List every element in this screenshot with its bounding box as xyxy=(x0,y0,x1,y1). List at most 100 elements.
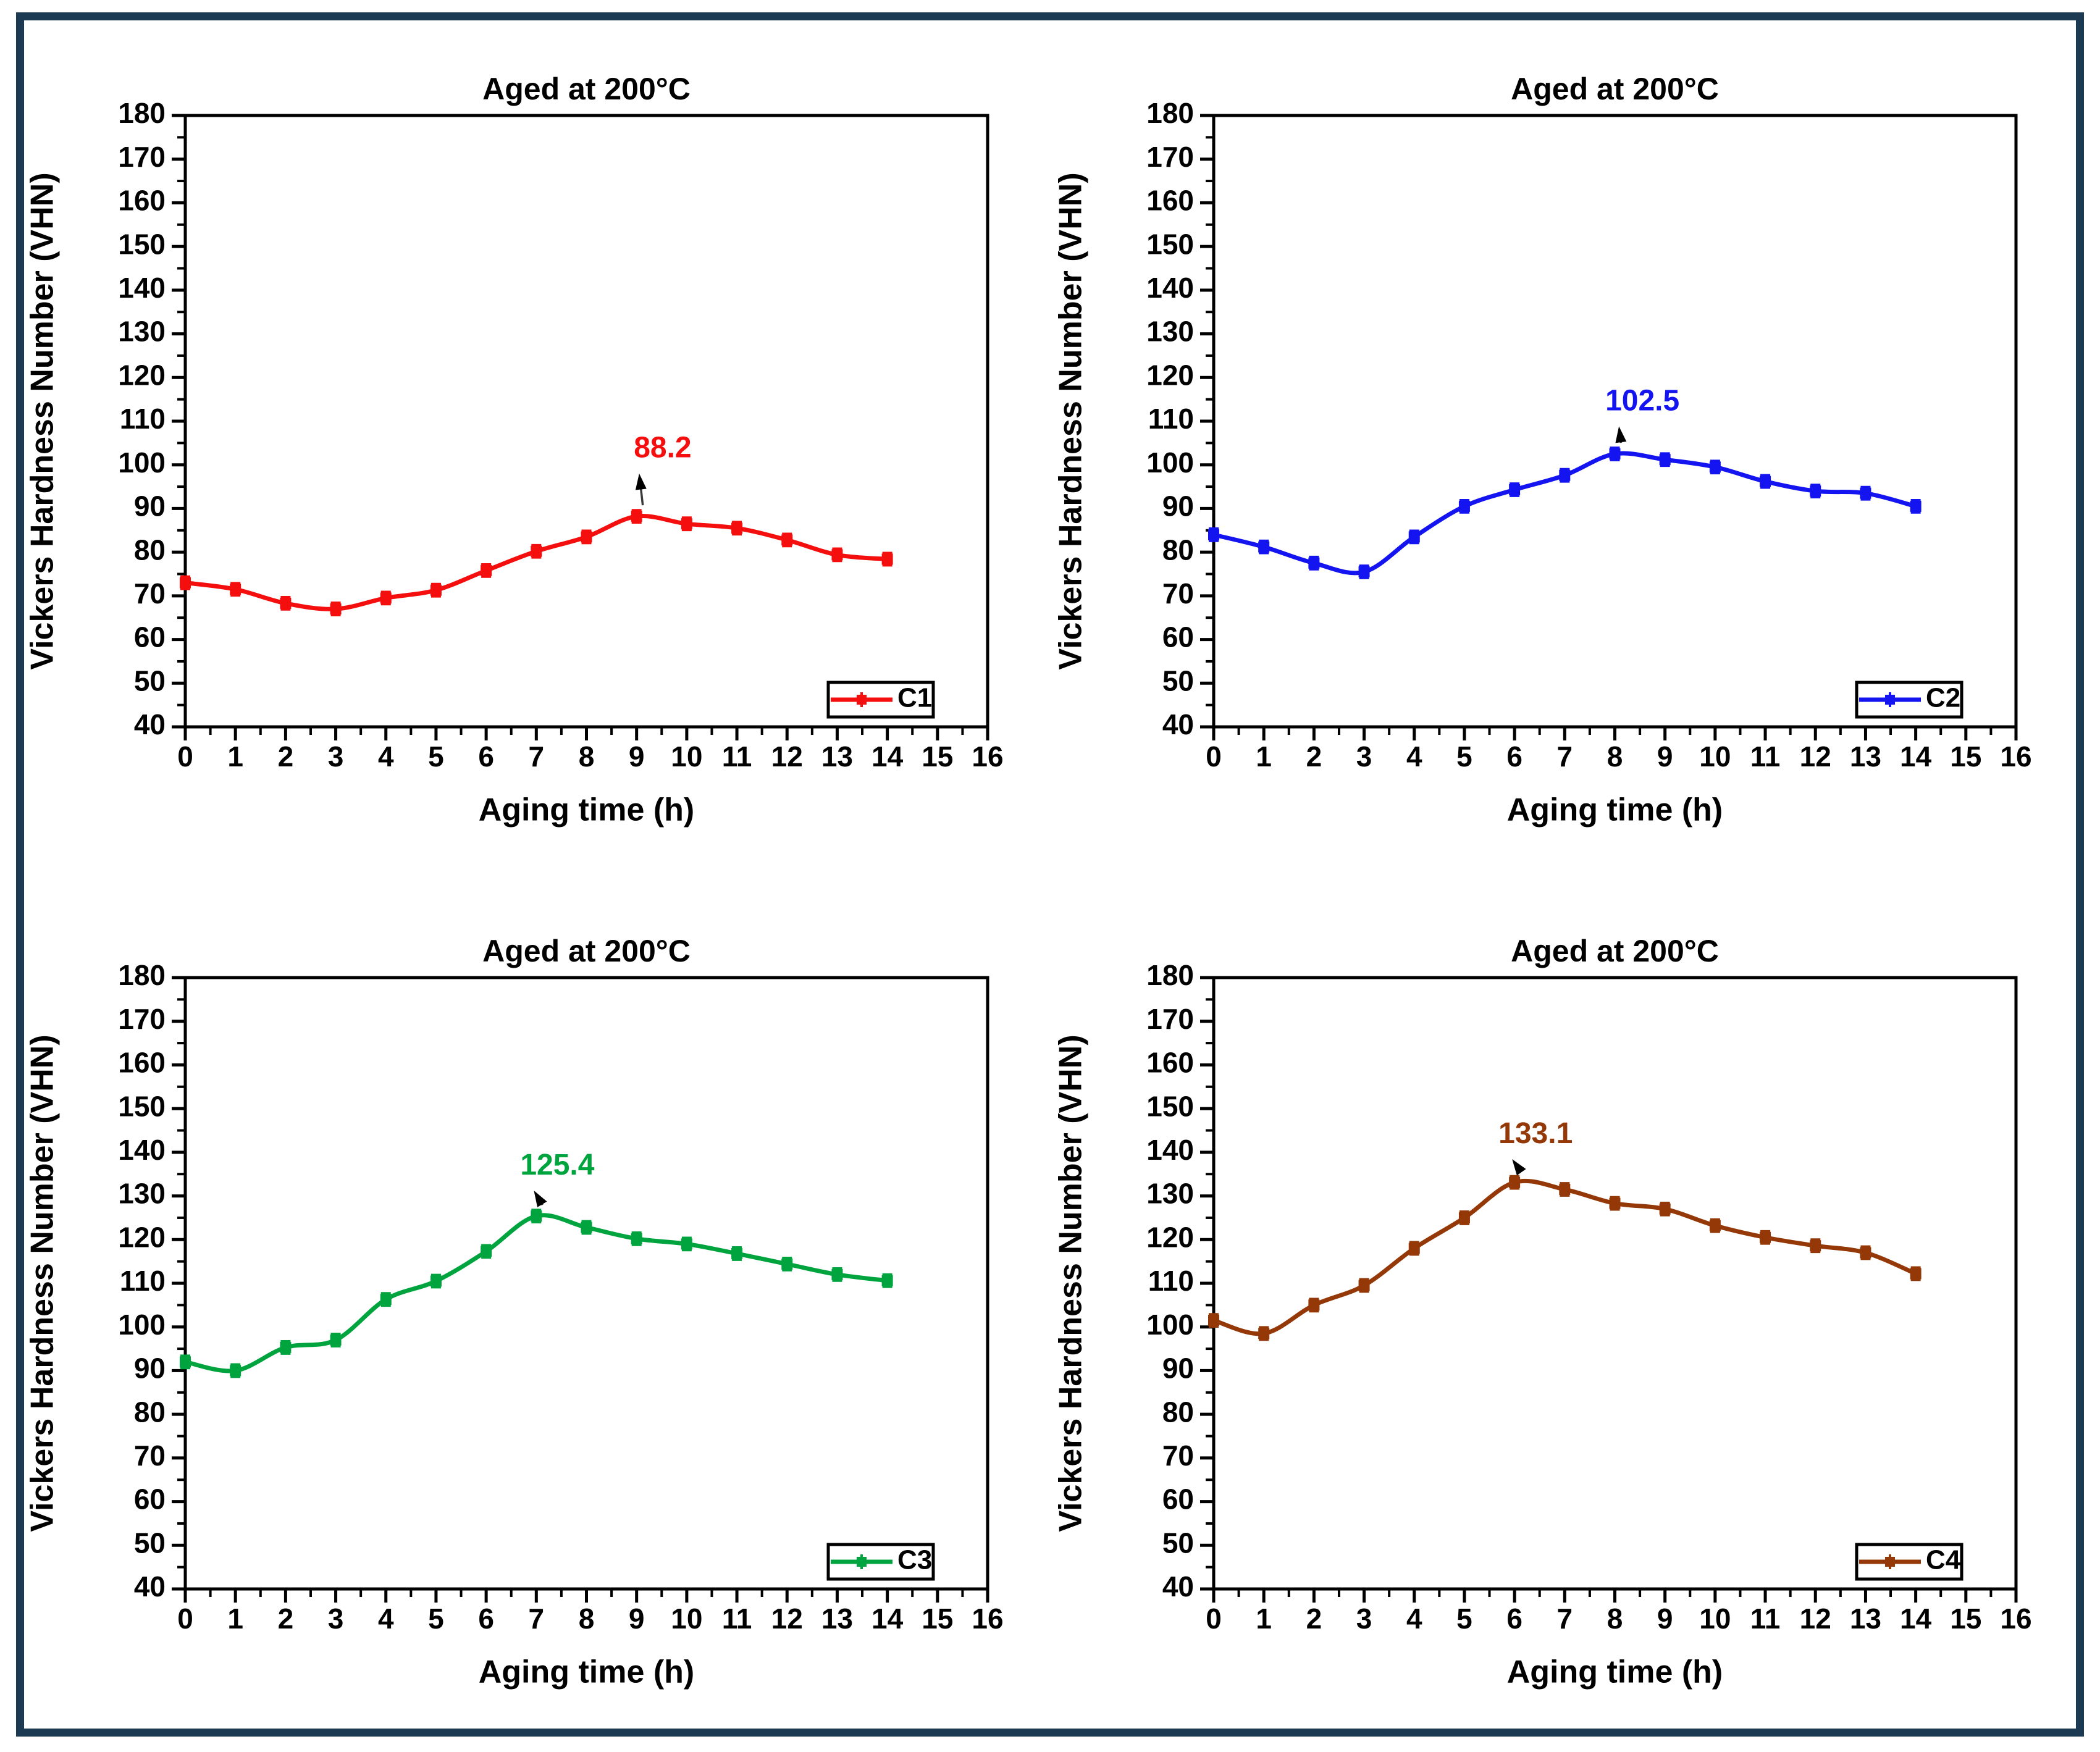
x-tick-label: 11 xyxy=(722,740,752,773)
x-tick-label: 9 xyxy=(1657,740,1673,773)
x-axis-title: Aging time (h) xyxy=(479,792,695,828)
x-tick-label: 2 xyxy=(1306,740,1322,773)
x-tick-label: 5 xyxy=(428,1603,444,1635)
x-tick-label: 10 xyxy=(1699,740,1731,773)
data-point-marker xyxy=(1509,484,1521,496)
data-point-marker xyxy=(881,553,893,565)
annotation-arrow-head xyxy=(534,1190,547,1207)
data-point-marker xyxy=(1358,1280,1370,1291)
y-tick-label: 90 xyxy=(134,1352,166,1385)
y-tick-label: 170 xyxy=(1146,1003,1194,1035)
data-point-marker xyxy=(1659,454,1671,466)
y-tick-label: 50 xyxy=(1162,664,1194,697)
chart-panel-c3: Aged at 200°C 0 1 2 3 4 5 6 7 8 9 10 11 12 13 14 15 16 40 5… xyxy=(0,910,1050,1731)
y-tick-label: 80 xyxy=(134,1396,166,1428)
x-tick-label: 1 xyxy=(1256,1603,1272,1635)
x-tick-label: 2 xyxy=(278,1603,294,1635)
y-tick-label: 110 xyxy=(120,403,166,435)
x-tick-label: 4 xyxy=(1406,740,1422,773)
data-point-marker xyxy=(631,1233,642,1244)
annotation-arrow-head xyxy=(635,473,647,490)
x-tick-label: 1 xyxy=(227,1603,243,1635)
y-tick-label: 180 xyxy=(118,97,166,129)
legend-marker-sample xyxy=(857,695,867,705)
y-tick-label: 60 xyxy=(1162,1483,1194,1515)
x-tick-label: 15 xyxy=(1950,740,1981,773)
x-tick-label: 6 xyxy=(1506,740,1522,773)
x-tick-label: 13 xyxy=(821,1603,853,1635)
y-tick-label: 70 xyxy=(134,577,166,610)
x-tick-label: 12 xyxy=(771,740,803,773)
y-tick-label: 80 xyxy=(1162,534,1194,566)
x-tick-label: 0 xyxy=(1206,1603,1222,1635)
x-tick-label: 16 xyxy=(972,740,1003,773)
x-tick-label: 12 xyxy=(1800,740,1831,773)
y-tick-label: 140 xyxy=(1146,1134,1194,1166)
y-tick-label: 40 xyxy=(134,1570,166,1603)
x-tick-label: 0 xyxy=(177,740,193,773)
x-tick-label: 10 xyxy=(671,1603,702,1635)
data-point-marker xyxy=(1208,1315,1219,1327)
chart-panel-c4: Aged at 200°C 0 1 2 3 4 5 6 7 8 9 10 11 12 13 14 15 16 40 5… xyxy=(1028,910,2078,1731)
chart-panel-c1: Aged at 200°C 0 1 2 3 4 5 6 7 8 9 10 11 12 13 14 15 16 40 5… xyxy=(0,48,1050,869)
y-tick-label: 160 xyxy=(1146,185,1194,217)
y-tick-label: 140 xyxy=(118,1134,166,1166)
data-point-marker xyxy=(1308,557,1320,569)
data-point-marker xyxy=(1609,1197,1621,1209)
data-point-marker xyxy=(1709,461,1721,473)
data-point-marker xyxy=(1810,485,1821,497)
x-tick-label: 14 xyxy=(872,1603,904,1635)
x-tick-label: 10 xyxy=(1699,1603,1731,1635)
x-tick-label: 13 xyxy=(1850,740,1881,773)
annotation-arrow-line xyxy=(639,487,644,506)
y-tick-label: 40 xyxy=(134,708,166,740)
data-point-marker xyxy=(1709,1220,1721,1231)
x-tick-label: 8 xyxy=(579,740,595,773)
y-tick-label: 40 xyxy=(1162,708,1194,740)
x-tick-label: 12 xyxy=(1800,1603,1831,1635)
data-point-marker xyxy=(581,1222,592,1233)
x-tick-label: 7 xyxy=(1557,1603,1573,1635)
y-tick-label: 70 xyxy=(134,1440,166,1472)
y-tick-label: 90 xyxy=(1162,490,1194,522)
x-tick-label: 6 xyxy=(478,1603,494,1635)
data-point-marker xyxy=(1559,469,1571,481)
plot-frame xyxy=(183,976,989,1591)
data-point-marker xyxy=(1910,500,1922,512)
y-tick-label: 150 xyxy=(1146,228,1194,260)
y-tick-label: 40 xyxy=(1162,1570,1194,1603)
data-point-marker xyxy=(1559,1183,1571,1195)
data-point-marker xyxy=(731,1247,743,1259)
data-point-marker xyxy=(1208,529,1219,540)
x-tick-label: 14 xyxy=(872,740,904,773)
x-tick-label: 3 xyxy=(328,740,344,773)
x-tick-label: 11 xyxy=(1750,1603,1781,1635)
y-tick-label: 140 xyxy=(1146,272,1194,304)
y-tick-label: 120 xyxy=(118,359,166,391)
y-tick-label: 50 xyxy=(134,664,166,697)
data-point-marker xyxy=(631,511,642,522)
x-tick-label: 1 xyxy=(1256,740,1272,773)
data-point-marker xyxy=(330,1334,342,1346)
data-point-marker xyxy=(881,1275,893,1286)
series-line-c1 xyxy=(183,514,890,611)
y-tick-label: 140 xyxy=(118,272,166,304)
chart-c3: Aged at 200°C0 1 2 3 4 5 6 7 8 9 10 11 12 13 14 15 16405… xyxy=(25,934,1004,1690)
x-tick-label: 5 xyxy=(1456,740,1472,773)
data-point-marker xyxy=(380,1294,392,1306)
data-point-marker xyxy=(1308,1299,1320,1311)
x-tick-label: 9 xyxy=(1657,1603,1673,1635)
y-tick-label: 100 xyxy=(118,1309,166,1341)
data-point-marker xyxy=(380,592,392,604)
y-tick-label: 110 xyxy=(1148,403,1194,435)
data-point-marker xyxy=(1860,1247,1871,1259)
x-tick-label: 8 xyxy=(1607,740,1623,773)
y-tick-label: 130 xyxy=(118,1178,166,1210)
x-tick-label: 3 xyxy=(328,1603,344,1635)
legend-marker-sample xyxy=(857,1557,867,1567)
x-tick-label: 8 xyxy=(579,1603,595,1635)
x-tick-label: 6 xyxy=(478,740,494,773)
x-axis-title: Aging time (h) xyxy=(1507,792,1723,828)
y-tick-label: 180 xyxy=(1146,97,1194,129)
